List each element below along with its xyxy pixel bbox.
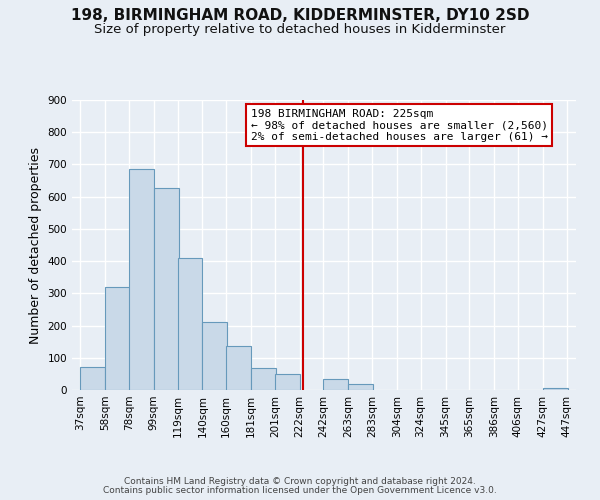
Text: Size of property relative to detached houses in Kidderminster: Size of property relative to detached ho… <box>94 22 506 36</box>
Bar <box>202 322 227 390</box>
Bar <box>226 346 251 390</box>
Bar <box>178 258 202 390</box>
Bar <box>129 170 154 390</box>
Bar <box>323 378 349 390</box>
Bar <box>251 368 276 390</box>
Text: Contains HM Land Registry data © Crown copyright and database right 2024.: Contains HM Land Registry data © Crown c… <box>124 477 476 486</box>
Bar <box>154 188 179 390</box>
Y-axis label: Number of detached properties: Number of detached properties <box>29 146 42 344</box>
Bar <box>349 384 373 390</box>
Bar <box>543 388 568 390</box>
Text: Contains public sector information licensed under the Open Government Licence v3: Contains public sector information licen… <box>103 486 497 495</box>
Text: 198, BIRMINGHAM ROAD, KIDDERMINSTER, DY10 2SD: 198, BIRMINGHAM ROAD, KIDDERMINSTER, DY1… <box>71 8 529 22</box>
Bar <box>275 374 299 390</box>
Bar <box>80 368 105 390</box>
Text: 198 BIRMINGHAM ROAD: 225sqm
← 98% of detached houses are smaller (2,560)
2% of s: 198 BIRMINGHAM ROAD: 225sqm ← 98% of det… <box>251 108 548 142</box>
Bar <box>105 287 130 390</box>
